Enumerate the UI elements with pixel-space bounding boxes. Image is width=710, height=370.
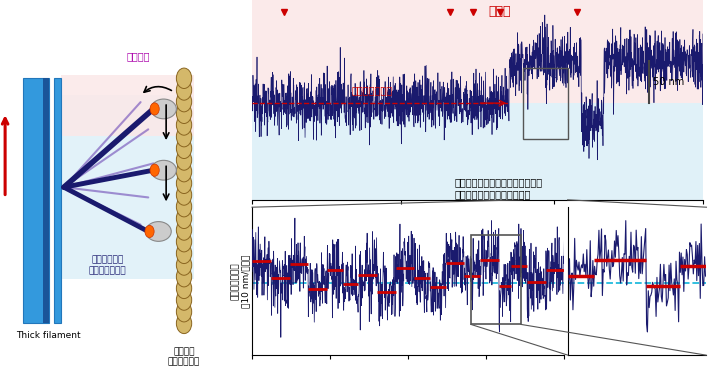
- Circle shape: [176, 266, 192, 287]
- Text: 数百マイクロ秒程度の極短い間、
アクチンと結合しながら探索: 数百マイクロ秒程度の極短い間、 アクチンと結合しながら探索: [454, 178, 542, 199]
- Text: Thick filament: Thick filament: [16, 332, 81, 340]
- Text: 最終的な着地点: 最終的な着地点: [351, 85, 393, 95]
- Ellipse shape: [151, 160, 176, 180]
- Bar: [252, 0, 703, 103]
- Circle shape: [176, 185, 192, 205]
- Circle shape: [176, 91, 192, 112]
- Circle shape: [145, 225, 154, 238]
- Bar: [523, 68, 568, 139]
- Bar: [61, 75, 195, 136]
- Circle shape: [176, 278, 192, 299]
- Text: 力発生: 力発生: [488, 5, 511, 18]
- Text: アクチン
フィラメント: アクチン フィラメント: [168, 347, 200, 367]
- Circle shape: [176, 138, 192, 158]
- Ellipse shape: [146, 222, 171, 241]
- Bar: [471, 235, 520, 324]
- Circle shape: [176, 313, 192, 334]
- Circle shape: [176, 68, 192, 88]
- Bar: [54, 78, 61, 323]
- X-axis label: 時間（100 ミリ秒/間隔）: 時間（100 ミリ秒/間隔）: [436, 214, 519, 224]
- Circle shape: [176, 173, 192, 194]
- Circle shape: [176, 150, 192, 170]
- Circle shape: [176, 302, 192, 322]
- Text: ブラウニアン
ラチェット機構: ブラウニアン ラチェット機構: [89, 256, 126, 275]
- Circle shape: [176, 80, 192, 100]
- Text: 構造変化: 構造変化: [126, 51, 150, 61]
- Circle shape: [176, 290, 192, 310]
- Circle shape: [176, 115, 192, 135]
- Circle shape: [176, 161, 192, 182]
- Bar: [252, 103, 703, 200]
- Circle shape: [176, 196, 192, 217]
- Circle shape: [176, 232, 192, 252]
- Bar: [61, 95, 195, 279]
- Circle shape: [176, 255, 192, 275]
- Circle shape: [176, 208, 192, 229]
- Bar: [23, 78, 48, 323]
- Text: 50 nm: 50 nm: [653, 77, 684, 87]
- Circle shape: [176, 127, 192, 147]
- Circle shape: [176, 220, 192, 240]
- Ellipse shape: [151, 99, 176, 119]
- Y-axis label: ミオシンの位置
（10 nm/間隔）: ミオシンの位置 （10 nm/間隔）: [231, 255, 251, 308]
- Circle shape: [176, 103, 192, 124]
- Circle shape: [150, 164, 159, 176]
- Circle shape: [150, 103, 159, 115]
- Circle shape: [176, 243, 192, 263]
- Bar: [43, 78, 48, 323]
